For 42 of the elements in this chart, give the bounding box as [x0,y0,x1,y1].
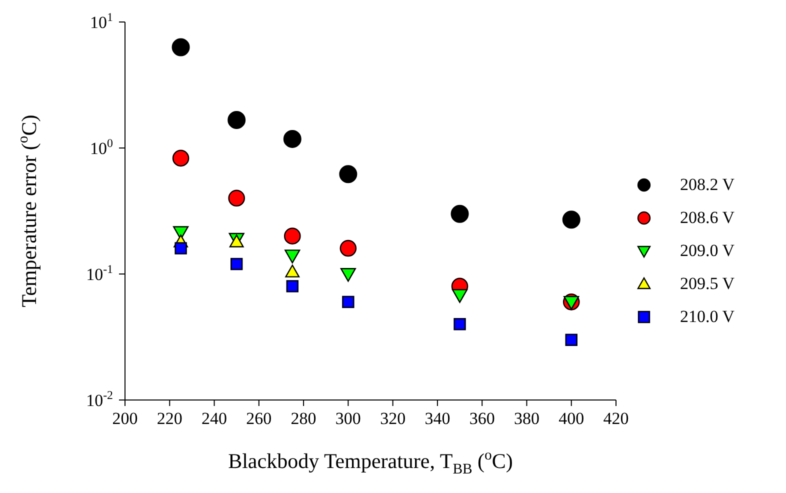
point [286,280,298,292]
point [452,289,468,303]
x-tick-label: 420 [603,409,629,428]
x-tick-label: 320 [380,409,406,428]
y-tick-label: 10$^{0}$ [90,136,114,158]
point [174,242,187,254]
point [228,190,245,207]
point [342,296,354,308]
point [284,228,301,244]
point [283,130,302,148]
x-tick-label: 360 [469,409,495,428]
point [565,334,578,346]
point [340,268,356,282]
point [562,210,580,229]
point [230,258,243,270]
x-tick-label: 260 [246,409,272,428]
point [285,264,300,278]
x-tick-label: 240 [202,409,228,428]
point [454,318,466,330]
point [172,150,190,167]
point [450,204,469,223]
x-axis-title: Blackbody Temperature, T$_{BB}$ ($^{o}$C) [228,448,513,478]
point [228,110,246,129]
legend-label: 210.0 V [680,306,734,326]
x-tick-label: 300 [335,409,361,428]
point [172,38,190,56]
point [339,165,358,184]
y-tick-label: 10$^{-2}$ [86,388,114,410]
x-tick-label: 340 [424,409,450,428]
x-tick-label: 400 [558,409,584,428]
point [284,250,300,264]
x-tick-label: 200 [112,409,138,428]
x-tick-label: 280 [290,409,316,428]
y-tick-label: 10$^{-1}$ [86,262,114,284]
legend-label: 208.6 V [680,208,734,228]
x-tick-label: 220 [156,409,182,428]
point [340,240,357,257]
legend-label: 209.0 V [680,240,734,260]
y-tick-label: 10$^{1}$ [90,10,114,32]
x-tick-label: 380 [514,409,540,428]
legend-label: 209.5 V [680,274,734,294]
legend-label: 208.2 V [680,174,734,194]
